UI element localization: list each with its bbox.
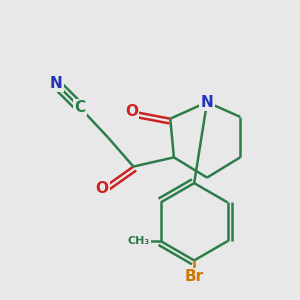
Text: CH₃: CH₃ [128, 236, 150, 246]
Text: O: O [125, 104, 138, 119]
Text: O: O [96, 181, 109, 196]
Text: C: C [74, 100, 86, 115]
Text: Br: Br [184, 269, 204, 284]
Text: N: N [50, 76, 62, 91]
Text: N: N [201, 95, 213, 110]
